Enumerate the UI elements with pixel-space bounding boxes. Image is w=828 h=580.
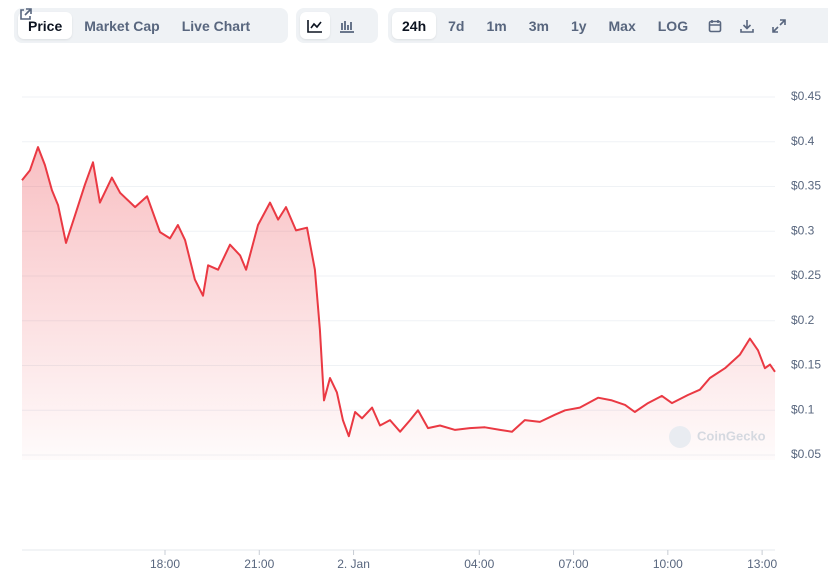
- log-toggle[interactable]: LOG: [657, 17, 689, 34]
- line-icon: [307, 19, 322, 33]
- line-style[interactable]: [300, 12, 330, 39]
- x-tick-label: 18:00: [150, 557, 180, 571]
- calendar-icon: [708, 19, 722, 32]
- y-tick-label: $0.25: [791, 268, 821, 282]
- range-24h[interactable]: 24h: [392, 12, 437, 39]
- fullscreen[interactable]: [764, 12, 794, 39]
- range-7d[interactable]: 7d: [448, 17, 465, 34]
- y-tick-label: $0.15: [791, 358, 821, 372]
- y-tick-label: $0.45: [791, 89, 821, 103]
- tab-price[interactable]: Price: [18, 12, 73, 39]
- range-1y[interactable]: 1y: [570, 17, 587, 34]
- y-tick-label: $0.4: [791, 134, 815, 148]
- y-tick-label: $0.05: [791, 447, 821, 461]
- watermark: CoinGecko: [697, 428, 766, 443]
- range-3m[interactable]: 3m: [528, 17, 549, 34]
- y-tick-label: $0.3: [791, 223, 815, 237]
- watermark-logo: [669, 426, 691, 448]
- download-icon: [740, 19, 754, 33]
- x-tick-label: 13:00: [747, 557, 777, 571]
- external-icon: [20, 8, 32, 20]
- y-tick-label: $0.2: [791, 313, 815, 327]
- x-tick-label: 2. Jan: [337, 557, 370, 571]
- download[interactable]: [732, 12, 762, 39]
- view-tabs: Price Market Cap Live Chart: [14, 8, 288, 43]
- tab-market-cap[interactable]: Market Cap: [84, 17, 160, 34]
- price-area: [22, 147, 775, 460]
- y-tick-label: $0.1: [791, 402, 815, 416]
- fullscreen-icon: [772, 18, 786, 33]
- range-tabs: 24h 7d 1m 3m 1y Max LOG: [388, 8, 828, 43]
- x-tick-label: 10:00: [653, 557, 683, 571]
- x-tick-label: 07:00: [559, 557, 589, 571]
- candle-icon: [340, 20, 354, 33]
- candle-style[interactable]: [332, 12, 362, 39]
- chart-style: [296, 8, 378, 43]
- tab-live-chart[interactable]: Live Chart: [20, 8, 260, 39]
- tab-live-chart-label: Live Chart: [181, 17, 251, 34]
- x-tick-label: 04:00: [464, 557, 494, 571]
- range-max[interactable]: Max: [608, 17, 636, 34]
- y-tick-label: $0.35: [791, 179, 821, 193]
- calendar[interactable]: [700, 12, 730, 39]
- price-line: [21, 146, 776, 438]
- range-1m[interactable]: 1m: [486, 17, 507, 34]
- x-tick-label: 21:00: [244, 557, 274, 571]
